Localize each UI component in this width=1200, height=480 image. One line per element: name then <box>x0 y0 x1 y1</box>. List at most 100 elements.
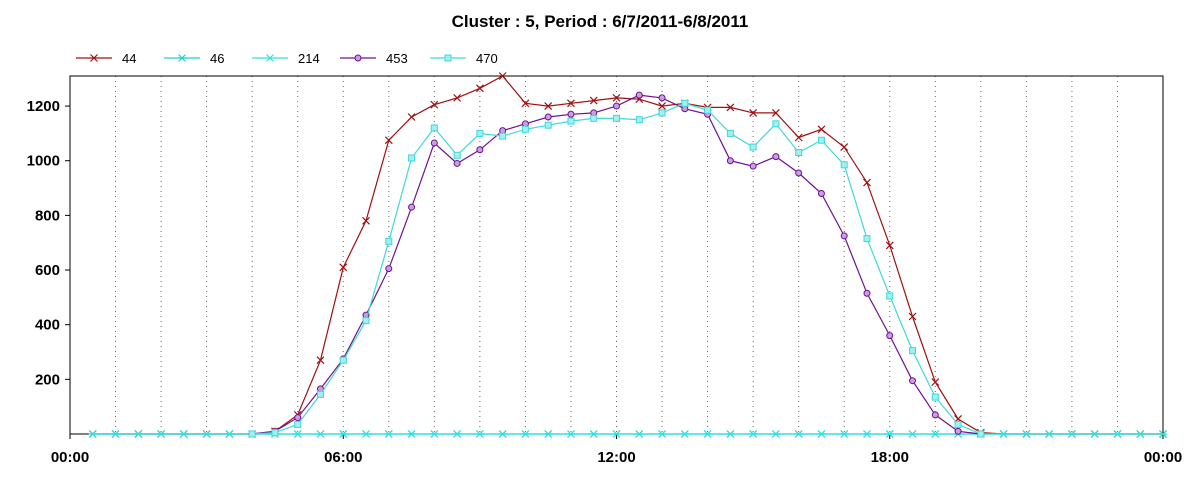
data-point <box>521 125 529 133</box>
data-point <box>749 430 758 438</box>
series-line-470 <box>252 102 982 435</box>
data-point <box>134 430 143 438</box>
data-point <box>795 169 803 177</box>
data-point <box>658 102 666 110</box>
data-point <box>453 151 461 159</box>
data-point <box>157 430 166 438</box>
data-point <box>1136 430 1145 438</box>
data-point <box>772 153 780 161</box>
y-tick-label: 1200 <box>27 98 60 115</box>
legend-label: 44 <box>122 51 136 66</box>
data-point <box>453 159 461 167</box>
data-point <box>430 139 438 147</box>
data-point <box>908 430 917 438</box>
data-point <box>498 72 507 80</box>
data-point <box>680 430 689 438</box>
series-470 <box>248 99 985 438</box>
data-point <box>704 106 712 114</box>
data-point <box>179 430 188 438</box>
data-point <box>567 99 575 108</box>
data-point <box>863 235 871 243</box>
data-point <box>521 99 530 108</box>
data-point <box>795 149 803 157</box>
data-point <box>1090 430 1099 438</box>
data-point <box>567 430 575 438</box>
series-line-44 <box>92 75 1163 435</box>
data-point <box>886 292 894 300</box>
data-point <box>909 347 917 355</box>
data-point <box>590 114 598 122</box>
data-point <box>863 289 871 297</box>
legend-marker <box>354 54 362 62</box>
data-point <box>407 113 416 121</box>
data-point <box>794 430 803 438</box>
data-point <box>840 430 849 438</box>
data-point <box>726 430 735 438</box>
data-point <box>658 430 666 438</box>
data-point <box>88 430 97 438</box>
grid-lines <box>115 76 1118 434</box>
data-point <box>635 430 644 438</box>
legend: 44 46 214 453 470 <box>76 51 498 66</box>
data-point <box>954 420 962 428</box>
data-point <box>749 162 757 170</box>
data-point <box>385 237 393 245</box>
data-point <box>954 427 962 435</box>
y-tick-label: 200 <box>35 371 60 388</box>
data-point <box>613 102 620 110</box>
series-453 <box>248 91 985 438</box>
x-tick-label: 18:00 <box>871 449 909 466</box>
data-point <box>931 430 940 438</box>
data-point <box>999 430 1008 438</box>
x-tick-label: 12:00 <box>597 449 635 466</box>
data-point <box>476 129 484 137</box>
legend-item-470: 470 <box>430 51 498 66</box>
data-point <box>613 114 620 122</box>
data-point <box>384 136 393 145</box>
data-point <box>658 109 666 117</box>
data-point <box>475 84 484 93</box>
data-point <box>1045 430 1054 438</box>
data-point <box>635 91 643 99</box>
y-tick-label: 400 <box>35 317 60 334</box>
data-point <box>498 430 507 438</box>
data-point <box>407 430 416 438</box>
data-point <box>977 430 985 438</box>
data-point <box>499 132 507 140</box>
legend-marker <box>90 54 98 62</box>
series-line-453 <box>252 94 981 435</box>
data-point <box>408 154 416 162</box>
data-point <box>771 430 780 438</box>
data-point <box>430 100 439 109</box>
plot-area-frame <box>69 75 1164 435</box>
legend-item-214: 214 <box>252 51 320 66</box>
data-point <box>225 430 234 438</box>
data-point <box>749 108 758 117</box>
data-point <box>385 265 393 273</box>
data-point <box>316 430 325 438</box>
legend-label: 453 <box>386 51 408 66</box>
series-group <box>88 72 1167 438</box>
y-axis: 200 400 600 800 1000 1200 <box>27 98 70 388</box>
y-tick-label: 800 <box>35 207 60 224</box>
data-point <box>293 430 302 438</box>
data-point <box>475 430 484 438</box>
data-point <box>521 430 530 438</box>
data-point <box>863 178 871 187</box>
legend-label: 470 <box>476 51 498 66</box>
data-point <box>111 430 120 438</box>
data-point <box>362 430 370 438</box>
legend-item-44: 44 <box>76 51 136 66</box>
data-point <box>817 136 825 144</box>
data-point <box>544 430 553 438</box>
data-point <box>772 120 780 128</box>
series-214 <box>88 430 1167 438</box>
data-point <box>567 110 575 118</box>
data-point <box>339 263 348 272</box>
data-point <box>1159 430 1167 438</box>
legend-marker <box>444 54 452 62</box>
data-point <box>544 113 552 121</box>
x-axis: 00:00 06:00 12:00 18:00 00:00 <box>51 434 1182 466</box>
data-point <box>316 356 325 365</box>
data-point <box>384 430 393 438</box>
